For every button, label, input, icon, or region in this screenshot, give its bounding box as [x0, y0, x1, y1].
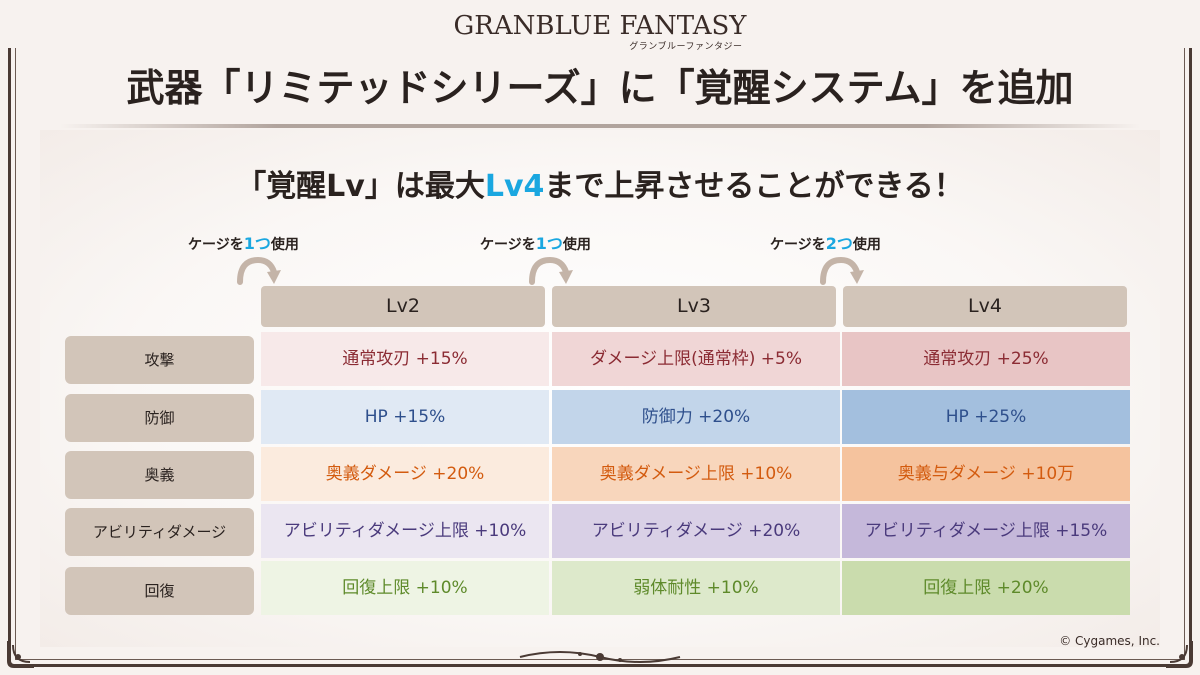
gauge-label-3: ケージを2つ使用	[770, 234, 881, 253]
logo-subtitle: グランブルーファンタジー	[629, 42, 743, 52]
table-cell: ダメージ上限(通常枠) +5%	[552, 332, 840, 386]
curved-arrow-icon	[529, 256, 573, 285]
subtitle: 「覚醒Lv」は最大Lv4まで上昇させることができる！	[0, 164, 1200, 210]
bottom-ornament-icon	[519, 651, 681, 663]
subtitle-highlight: Lv4	[484, 169, 545, 204]
subtitle-after: まで上昇させることができる！	[544, 169, 964, 204]
curved-arrow-icon	[820, 256, 864, 285]
table-cell: HP +25%	[842, 390, 1130, 444]
title-divider	[60, 124, 1140, 128]
logo: GRANBLUE FANTASY グランブルーファンタジー	[0, 4, 1200, 52]
level-header-lv4: Lv4	[843, 286, 1127, 327]
table-cell: アビリティダメージ上限 +15%	[842, 504, 1130, 558]
table-cell: 弱体耐性 +10%	[552, 561, 840, 615]
gauge-label-1: ケージを1つ使用	[188, 234, 299, 253]
table-cell: HP +15%	[261, 390, 549, 444]
subtitle-before: 「覚醒Lv」は最大	[236, 169, 485, 204]
row-label: 奥義	[65, 451, 254, 499]
row-label: 回復	[65, 567, 254, 615]
page-background	[40, 130, 1160, 647]
table-cell: アビリティダメージ上限 +10%	[261, 504, 549, 558]
table-cell: 回復上限 +10%	[261, 561, 549, 615]
table-cell: 通常攻刃 +25%	[842, 332, 1130, 386]
curved-arrow-icon	[237, 256, 281, 285]
corner-ornament-icon	[1166, 641, 1193, 668]
table-cell: アビリティダメージ +20%	[552, 504, 840, 558]
table-cell: 奥義与ダメージ +10万	[842, 447, 1130, 501]
table-cell: 防御力 +20%	[552, 390, 840, 444]
table-cell: 通常攻刃 +15%	[261, 332, 549, 386]
copyright: © Cygames, Inc.	[1059, 634, 1160, 648]
gauge-label-2: ケージを1つ使用	[480, 234, 591, 253]
table-cell: 回復上限 +20%	[842, 561, 1130, 615]
row-label: アビリティダメージ	[65, 508, 254, 556]
level-header-lv2: Lv2	[261, 286, 545, 327]
corner-ornament-icon	[7, 641, 34, 668]
table-cell: 奥義ダメージ上限 +10%	[552, 447, 840, 501]
level-header-lv3: Lv3	[552, 286, 836, 327]
page-title: 武器「リミテッドシリーズ」に「覚醒システム」を追加	[126, 66, 1074, 110]
table-cell: 奥義ダメージ +20%	[261, 447, 549, 501]
row-label: 攻撃	[65, 336, 254, 384]
row-label: 防御	[65, 394, 254, 442]
logo-title: GRANBLUE FANTASY	[453, 11, 747, 41]
